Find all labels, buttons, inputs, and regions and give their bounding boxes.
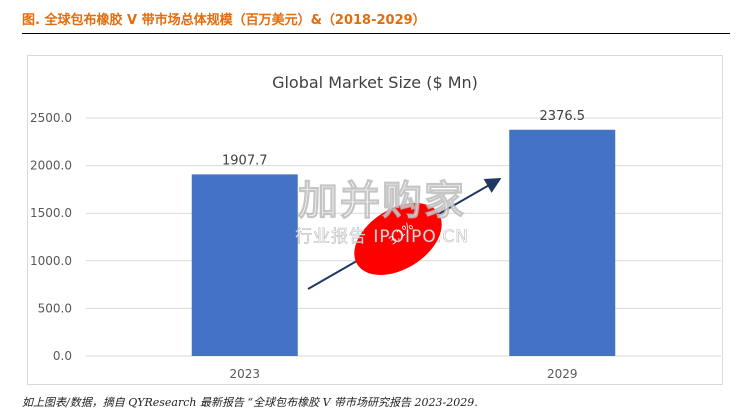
bar-2029 (509, 129, 616, 356)
y-tick-label: 2000.0 (30, 159, 72, 173)
y-tick-label: 500.0 (38, 301, 72, 315)
x-tick-label: 2029 (547, 367, 578, 381)
growth-ellipse (354, 203, 442, 275)
chart-frame: 0.0 500.0 1000.0 1500.0 2000.0 2500.0 2023 202… (27, 55, 723, 385)
bar-chart: 0.0 500.0 1000.0 1500.0 2000.0 2500.0 2023 202… (30, 73, 721, 381)
data-label-2029: 2376.5 (540, 109, 586, 124)
figure-title: 图. 全球包布橡胶 V 带市场总体规模（百万美元）&（2018-2029） (22, 13, 426, 28)
y-tick-label: 0.0 (53, 349, 72, 363)
y-tick-label: 1000.0 (30, 254, 72, 268)
bar-2023 (191, 174, 298, 356)
y-tick-label: 1500.0 (30, 206, 72, 220)
x-tick-label: 2023 (229, 367, 260, 381)
data-label-2023: 1907.7 (222, 153, 268, 168)
source-footnote: 如上图表/数据，摘自 QYResearch 最新报告 “全球包布橡胶 V 带市场… (22, 396, 478, 409)
title-divider (22, 33, 730, 34)
y-tick-label: 2500.0 (30, 111, 72, 125)
chart-title: Global Market Size ($ Mn) (272, 73, 478, 92)
